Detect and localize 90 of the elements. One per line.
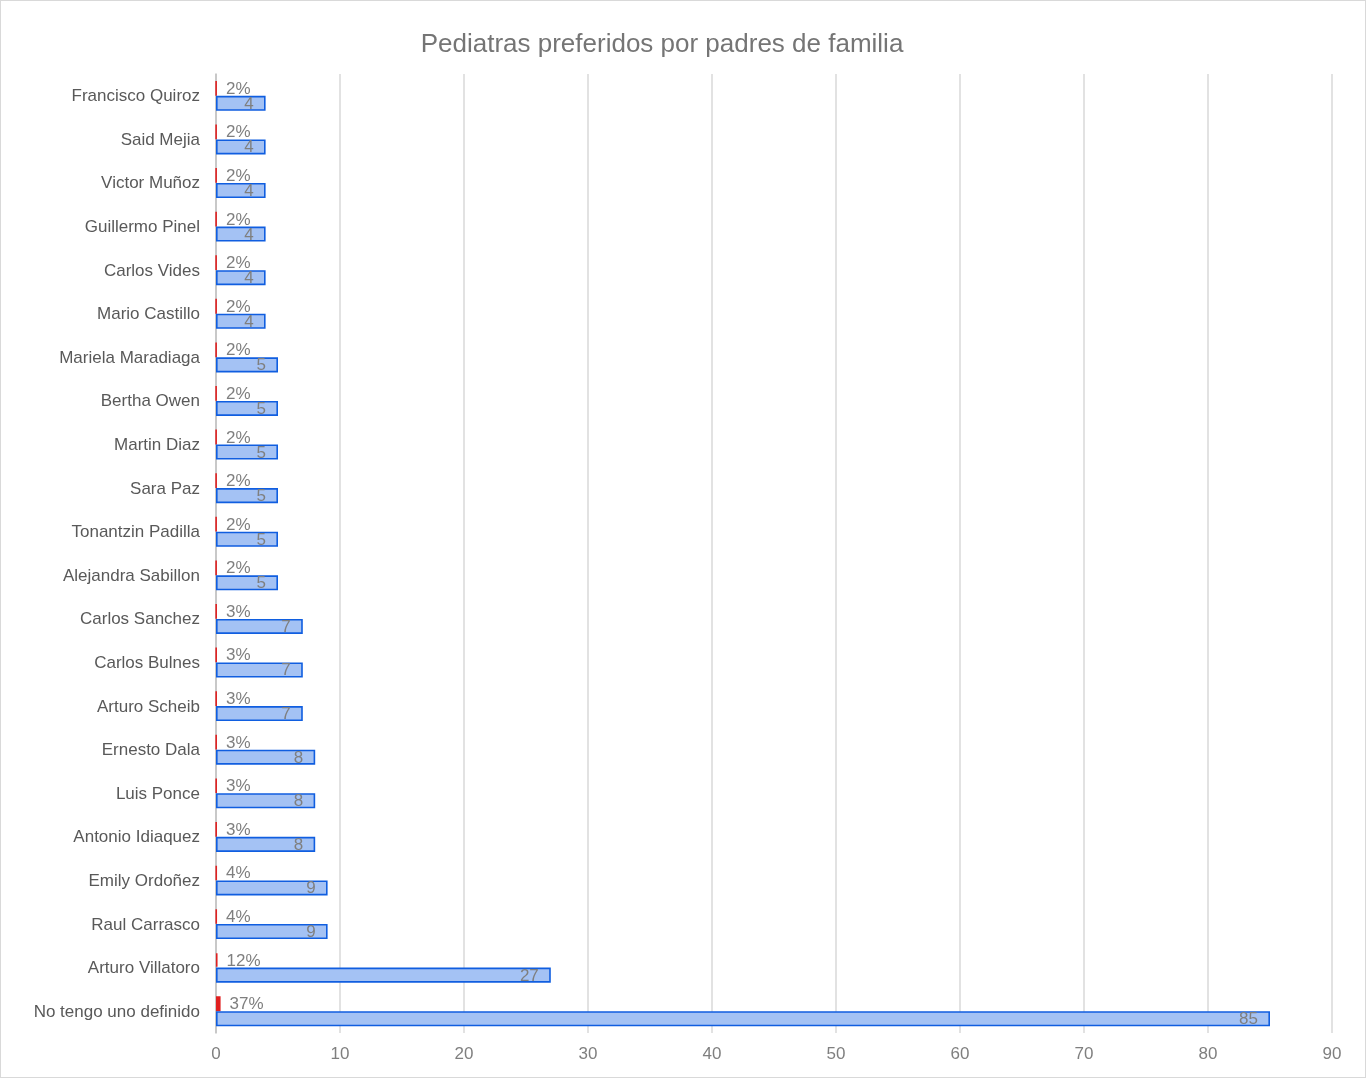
data-label: 7 <box>281 660 291 680</box>
bar <box>216 400 278 416</box>
data-label: 3% <box>225 776 251 796</box>
data-label: 3% <box>225 732 251 752</box>
y-tick-label: No tengo uno definido <box>33 1001 200 1021</box>
data-label: 3% <box>225 689 251 709</box>
chart-title: Pediatras preferidos por padres de familia <box>420 28 904 58</box>
data-label: 4% <box>226 907 251 926</box>
data-label: 2% <box>225 340 251 360</box>
y-tick-label: Mario Castillo <box>97 304 200 324</box>
data-label: 3% <box>225 819 251 839</box>
data-label: 12% <box>226 950 261 970</box>
bar <box>216 444 278 460</box>
bar <box>216 967 551 983</box>
y-tick-label: Luis Ponce <box>115 783 200 803</box>
bar <box>216 706 303 722</box>
bar <box>216 793 316 809</box>
x-tick-label: 30 <box>578 1044 598 1063</box>
x-tick-label: 50 <box>826 1044 846 1063</box>
bar <box>216 95 266 111</box>
y-tick-label: Emily Ordoñez <box>88 870 200 890</box>
data-label: 37% <box>229 994 264 1014</box>
data-label: 5 <box>256 573 266 593</box>
data-label: 3% <box>225 601 251 621</box>
x-tick-label: 0 <box>211 1044 221 1063</box>
y-tick-label: Tonantzin Padilla <box>71 522 201 542</box>
y-tick-label: Carlos Vides <box>103 260 200 280</box>
bar <box>216 488 278 504</box>
y-tick-label: Sara Paz <box>130 478 200 498</box>
data-label: 4 <box>244 268 254 288</box>
y-tick-label: Francisco Quiroz <box>71 86 200 106</box>
data-label: 3% <box>225 645 251 665</box>
data-label: 4 <box>244 137 254 157</box>
data-label: 8 <box>293 791 304 811</box>
y-tick-label: Said Mejia <box>120 129 201 149</box>
bar <box>216 313 266 329</box>
bar <box>216 749 316 765</box>
y-tick-label: Raul Carrasco <box>91 914 200 934</box>
data-label: 2% <box>225 558 251 578</box>
bar <box>216 662 303 678</box>
data-label: 7 <box>281 616 291 636</box>
y-tick-label: Arturo Scheib <box>97 696 200 716</box>
bar <box>216 226 266 242</box>
bar <box>216 531 278 547</box>
y-tick-label: Guillermo Pinel <box>84 217 200 237</box>
bar <box>216 357 278 373</box>
y-tick-label: Antonio Idiaquez <box>73 827 200 847</box>
data-label: 2% <box>225 471 251 491</box>
data-label: 5 <box>256 442 266 462</box>
data-label: 5 <box>256 486 266 506</box>
bar <box>216 1011 1270 1027</box>
x-tick-label: 60 <box>950 1044 970 1063</box>
y-tick-label: Carlos Bulnes <box>94 652 200 672</box>
bar <box>216 139 266 155</box>
data-label: 85 <box>1239 1009 1258 1029</box>
bar <box>216 618 303 634</box>
data-label: 9 <box>306 922 316 942</box>
y-tick-label: Bertha Owen <box>100 391 200 411</box>
y-tick-label: Victor Muñoz <box>101 173 200 193</box>
y-tick-label: Carlos Sanchez <box>79 609 200 629</box>
data-label: 5 <box>256 355 266 375</box>
y-tick-label: Martin Diaz <box>114 435 200 455</box>
bar <box>216 924 328 940</box>
x-tick-label: 10 <box>330 1044 350 1063</box>
x-tick-label: 40 <box>702 1044 722 1063</box>
data-label: 4% <box>226 863 251 883</box>
x-tick-label: 80 <box>1198 1044 1218 1063</box>
y-tick-label: Mariela Maradiaga <box>59 347 201 367</box>
bar <box>216 996 221 1012</box>
data-label: 9 <box>306 878 316 898</box>
bar <box>216 880 328 896</box>
bar <box>216 270 266 286</box>
data-label: 27 <box>519 965 539 985</box>
data-label: 2% <box>225 383 251 403</box>
data-label: 8 <box>293 834 304 854</box>
data-label: 8 <box>293 747 304 767</box>
x-tick-label: 90 <box>1322 1044 1342 1063</box>
data-label: 5 <box>256 398 266 418</box>
y-tick-label: Arturo Villatoro <box>87 958 200 978</box>
data-label: 2% <box>225 427 251 447</box>
bar <box>216 575 278 591</box>
bar <box>216 182 266 199</box>
y-tick-label: Ernesto Dala <box>101 740 201 760</box>
bar <box>216 836 316 852</box>
x-tick-label: 20 <box>454 1044 474 1063</box>
data-label: 2% <box>225 514 251 534</box>
data-label: 7 <box>281 704 291 724</box>
y-tick-label: Alejandra Sabillon <box>62 565 200 585</box>
data-label: 5 <box>256 529 266 549</box>
x-tick-label: 70 <box>1074 1044 1094 1063</box>
